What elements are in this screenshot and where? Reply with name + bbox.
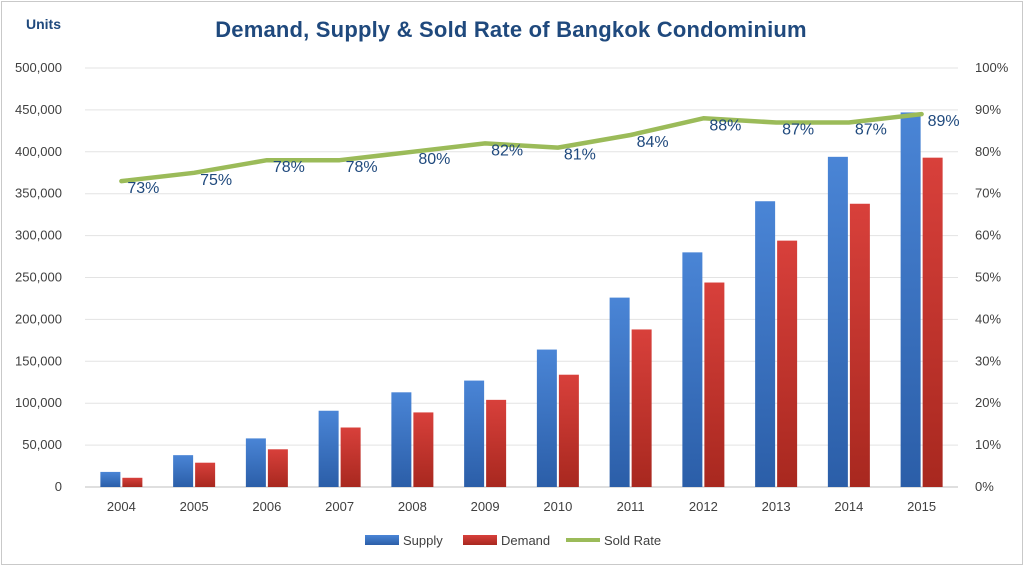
y2-tick-label: 100% — [975, 60, 1009, 75]
bar-supply — [173, 455, 194, 487]
y2-tick-label: 10% — [975, 437, 1001, 452]
bar-demand — [631, 329, 652, 487]
x-axis: 2004 2005 2006 2007 2008 2009 2010 2011 2012 2013… — [107, 499, 936, 514]
bar-demand — [777, 240, 798, 487]
bar-demand — [849, 203, 870, 488]
bar-demand — [486, 399, 507, 487]
legend-label-supply: Supply — [403, 533, 443, 548]
bars — [100, 112, 943, 488]
bar-demand — [558, 374, 579, 487]
y2-tick-label: 90% — [975, 102, 1001, 117]
y-tick-label: 450,000 — [15, 102, 62, 117]
bar-supply — [464, 380, 485, 487]
bar-demand — [340, 427, 361, 487]
bar-supply — [391, 392, 412, 487]
legend-label-sold-rate: Sold Rate — [604, 533, 661, 548]
chart-title: Demand, Supply & Sold Rate of Bangkok Co… — [215, 17, 807, 42]
x-tick-label: 2014 — [834, 499, 863, 514]
x-tick-label: 2008 — [398, 499, 427, 514]
bar-demand — [195, 462, 216, 487]
legend-swatch-supply — [365, 535, 399, 545]
sold-rate-data-label: 82% — [491, 142, 523, 159]
y2-tick-label: 30% — [975, 353, 1001, 368]
legend-swatch-demand — [463, 535, 497, 545]
y2-tick-label: 50% — [975, 270, 1001, 285]
y-axis-left: 0 50,000 100,000 150,000 200,000 250,000 300,0… — [15, 60, 62, 494]
x-tick-label: 2004 — [107, 499, 136, 514]
sold-rate-line-group: 73% 75% 78% 78% 80% 82% 81% 84% 88% 87% 87% 89% — [119, 111, 960, 197]
bar-demand — [704, 282, 725, 487]
y-tick-label: 100,000 — [15, 395, 62, 410]
sold-rate-data-label: 87% — [782, 121, 814, 138]
bar-demand — [122, 477, 143, 487]
x-tick-label: 2005 — [180, 499, 209, 514]
x-tick-label: 2013 — [762, 499, 791, 514]
bar-supply — [245, 438, 266, 487]
bar-demand — [413, 412, 434, 487]
sold-rate-data-label: 89% — [928, 113, 960, 130]
y-tick-label: 250,000 — [15, 270, 62, 285]
sold-rate-data-label: 73% — [127, 180, 159, 197]
x-tick-label: 2011 — [617, 499, 645, 514]
gridlines — [85, 67, 958, 488]
y-tick-label: 200,000 — [15, 311, 62, 326]
sold-rate-data-label: 84% — [637, 134, 669, 151]
bar-demand — [922, 157, 943, 487]
legend: Supply Demand Sold Rate — [365, 533, 661, 548]
bar-supply — [536, 349, 557, 487]
sold-rate-data-label: 81% — [564, 147, 596, 164]
y-tick-label: 400,000 — [15, 144, 62, 159]
legend-label-demand: Demand — [501, 533, 550, 548]
sold-rate-data-label: 78% — [273, 159, 305, 176]
x-tick-label: 2006 — [252, 499, 281, 514]
x-tick-label: 2012 — [689, 499, 718, 514]
y-axis-right: 0% 10% 20% 30% 40% 50% 60% 70% 80% 90% 100% — [975, 60, 1009, 494]
bar-demand — [267, 449, 288, 487]
y-tick-label: 350,000 — [15, 186, 62, 201]
bar-supply — [318, 410, 339, 487]
sold-rate-data-label: 87% — [855, 121, 887, 138]
bar-supply — [100, 471, 121, 487]
bar-supply — [755, 201, 776, 487]
bar-supply — [609, 297, 630, 487]
x-tick-label: 2007 — [325, 499, 354, 514]
x-tick-label: 2015 — [907, 499, 936, 514]
y-tick-label: 50,000 — [22, 437, 62, 452]
y-tick-label: 300,000 — [15, 228, 62, 243]
sold-rate-data-label: 78% — [346, 159, 378, 176]
y-axis-units-label: Units — [26, 16, 61, 32]
y-tick-label: 150,000 — [15, 353, 62, 368]
y2-tick-label: 60% — [975, 228, 1001, 243]
bar-supply — [900, 112, 921, 487]
bar-supply — [827, 156, 848, 487]
y2-tick-label: 40% — [975, 311, 1001, 326]
sold-rate-data-label: 80% — [418, 151, 450, 168]
y2-tick-label: 80% — [975, 144, 1001, 159]
sold-rate-data-label: 75% — [200, 172, 232, 189]
y-tick-label: 0 — [55, 479, 62, 494]
y2-tick-label: 70% — [975, 186, 1001, 201]
sold-rate-line — [119, 111, 924, 184]
x-tick-label: 2010 — [543, 499, 572, 514]
x-tick-label: 2009 — [471, 499, 500, 514]
bar-supply — [682, 252, 703, 487]
sold-rate-data-label: 88% — [709, 117, 741, 134]
y2-tick-label: 20% — [975, 395, 1001, 410]
y2-tick-label: 0% — [975, 479, 994, 494]
y-tick-label: 500,000 — [15, 60, 62, 75]
